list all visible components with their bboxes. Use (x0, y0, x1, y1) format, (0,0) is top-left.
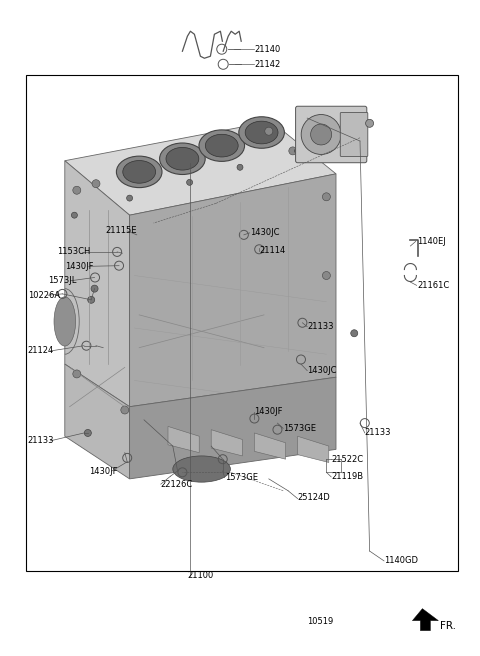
Ellipse shape (239, 117, 284, 148)
Text: 1573JL: 1573JL (48, 276, 76, 285)
Circle shape (366, 119, 373, 127)
Text: 22126C: 22126C (161, 480, 193, 489)
Bar (26, 75, 458, 571)
Circle shape (323, 272, 330, 279)
Circle shape (265, 127, 273, 135)
Polygon shape (211, 430, 242, 456)
Text: 1430JF: 1430JF (65, 262, 93, 271)
Text: 21161C: 21161C (418, 281, 450, 290)
Polygon shape (298, 436, 329, 462)
Text: 21115E: 21115E (106, 226, 137, 236)
Ellipse shape (54, 297, 76, 346)
Text: FR.: FR. (441, 621, 456, 630)
Circle shape (295, 148, 300, 154)
Circle shape (127, 195, 132, 201)
Text: 1140GD: 1140GD (384, 556, 418, 565)
Circle shape (72, 212, 77, 218)
Ellipse shape (205, 134, 238, 157)
Text: 1153CH: 1153CH (57, 247, 90, 256)
Circle shape (121, 406, 129, 414)
Text: 1430JC: 1430JC (250, 228, 279, 237)
Ellipse shape (116, 156, 162, 188)
Circle shape (73, 186, 81, 194)
Ellipse shape (123, 161, 156, 183)
Text: 10519: 10519 (307, 617, 334, 626)
Text: 1573GE: 1573GE (225, 473, 258, 482)
Circle shape (311, 124, 332, 145)
Polygon shape (65, 121, 336, 215)
Polygon shape (412, 609, 438, 630)
Circle shape (351, 330, 358, 337)
Ellipse shape (173, 456, 230, 482)
Polygon shape (254, 433, 286, 459)
Ellipse shape (159, 143, 205, 174)
Circle shape (84, 430, 91, 436)
Text: 21142: 21142 (254, 60, 281, 69)
Polygon shape (130, 174, 336, 407)
Text: 1573GE: 1573GE (283, 424, 316, 433)
Text: 21522C: 21522C (331, 455, 363, 464)
Circle shape (237, 164, 243, 171)
Text: 21133: 21133 (307, 322, 334, 331)
Circle shape (88, 297, 95, 303)
Polygon shape (168, 426, 199, 453)
Text: 21119B: 21119B (331, 472, 363, 482)
Text: 1430JF: 1430JF (89, 466, 117, 476)
Text: 1140EJ: 1140EJ (417, 237, 445, 246)
Text: 21133: 21133 (28, 436, 54, 445)
Ellipse shape (199, 130, 245, 161)
Text: 1430JF: 1430JF (254, 407, 283, 417)
Polygon shape (65, 161, 130, 407)
Circle shape (91, 285, 98, 292)
Text: 21124: 21124 (28, 346, 54, 356)
Circle shape (92, 180, 100, 188)
Ellipse shape (166, 148, 199, 170)
Text: 1430JC: 1430JC (307, 366, 336, 375)
Polygon shape (130, 377, 336, 479)
Text: 21114: 21114 (259, 246, 286, 255)
Text: 25124D: 25124D (298, 493, 330, 502)
Text: 21133: 21133 (365, 428, 391, 438)
Circle shape (289, 147, 297, 155)
Polygon shape (65, 364, 130, 479)
FancyBboxPatch shape (340, 112, 368, 157)
Text: 21140: 21140 (254, 45, 281, 54)
Circle shape (323, 193, 330, 201)
Circle shape (301, 115, 341, 154)
Circle shape (187, 179, 192, 186)
Circle shape (73, 370, 81, 378)
Text: 10226A: 10226A (28, 291, 60, 300)
Ellipse shape (245, 121, 278, 144)
Text: 21100: 21100 (187, 571, 214, 581)
FancyBboxPatch shape (296, 106, 367, 163)
